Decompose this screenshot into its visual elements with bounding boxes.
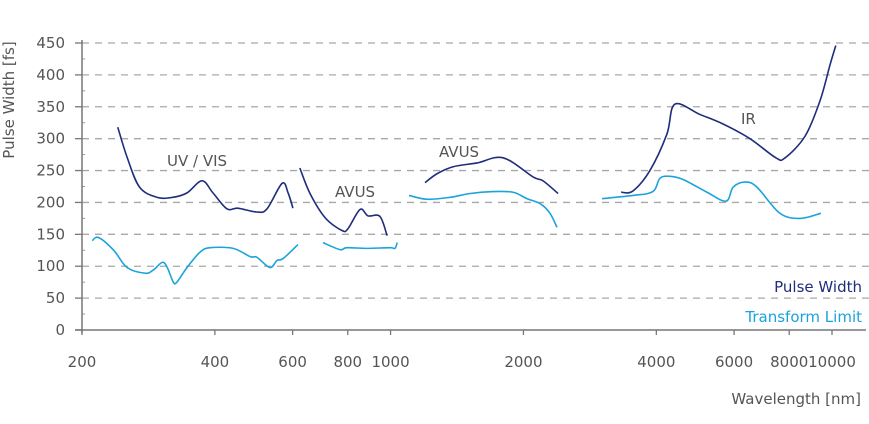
tick-labels: 0 50 100 150 200 250 300 350 400 450 200 400 600 800 1… <box>36 34 856 371</box>
pulse-width-line-avus-2 <box>424 156 559 195</box>
transform-limit-line-avus <box>322 241 398 251</box>
y-tick-label: 0 <box>55 321 65 339</box>
pulse-width-line-avus <box>299 167 388 236</box>
gridlines <box>82 42 869 299</box>
annotation-uv-vis: UV / VIS <box>167 152 227 170</box>
axes <box>75 40 866 335</box>
y-tick-label: 250 <box>36 162 65 180</box>
pulse-width-line-ir <box>621 45 837 194</box>
x-tick-label: 2000 <box>504 353 542 371</box>
x-tick-label: 4000 <box>637 353 675 371</box>
legend-transform-limit: Transform Limit <box>744 308 862 326</box>
y-axis-label: Pulse Width [fs] <box>0 41 18 158</box>
x-axis-label: Wavelength [nm] <box>731 390 861 408</box>
y-tick-label: 150 <box>36 225 65 243</box>
transform-limit-line-uv-vis <box>91 236 299 285</box>
transform-limit-line-ir <box>601 175 822 220</box>
y-tick-label: 300 <box>36 130 65 148</box>
x-tick-label: 200 <box>68 353 97 371</box>
legend-pulse-width: Pulse Width <box>774 278 862 296</box>
y-tick-label: 50 <box>46 289 65 307</box>
x-tick-label: 400 <box>201 353 230 371</box>
y-tick-label: 350 <box>36 98 65 116</box>
transform-limit-line-avus-2 <box>408 190 558 228</box>
y-tick-label: 400 <box>36 66 65 84</box>
annotation-avus-1: AVUS <box>335 183 375 201</box>
x-tick-label: 6000 <box>715 353 753 371</box>
annotation-avus-2: AVUS <box>439 143 479 161</box>
y-tick-label: 200 <box>36 193 65 211</box>
y-tick-label: 450 <box>36 34 65 52</box>
annotation-ir: IR <box>741 110 756 128</box>
y-tick-label: 100 <box>36 257 65 275</box>
pulse-width-line-uv-vis <box>116 126 294 214</box>
x-tick-label: 600 <box>278 353 307 371</box>
x-tick-label: 10000 <box>808 353 856 371</box>
x-tick-label: 1000 <box>371 353 409 371</box>
annotations: UV / VIS AVUS AVUS IR <box>167 110 756 201</box>
series-lines <box>91 45 837 285</box>
x-tick-label: 8000 <box>770 353 808 371</box>
x-tick-label: 800 <box>333 353 362 371</box>
